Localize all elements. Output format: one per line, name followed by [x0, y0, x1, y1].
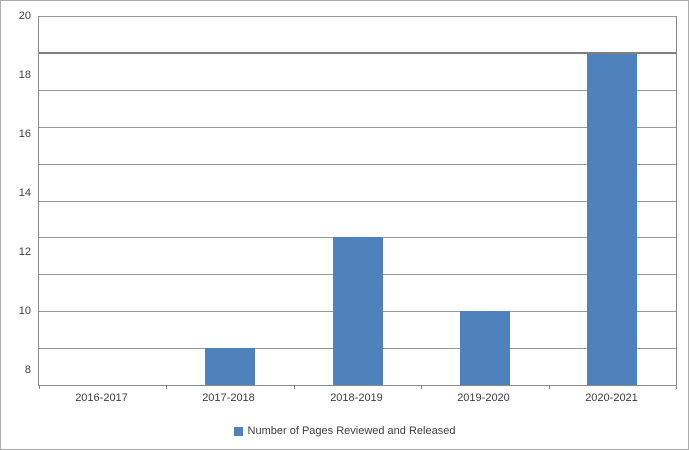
x-axis-tick: [39, 385, 40, 389]
legend-label: Number of Pages Reviewed and Released: [247, 425, 456, 437]
x-category-label: 2017-2018: [202, 392, 255, 404]
y-tick-label: 18: [18, 69, 31, 81]
bar: [333, 237, 383, 385]
x-axis-tick: [294, 385, 295, 389]
bar: [587, 53, 637, 385]
bar: [205, 348, 255, 385]
y-tick-label: 8: [24, 364, 31, 376]
x-category-label: 2019-2020: [457, 392, 510, 404]
x-axis-tick: [421, 385, 422, 389]
y-tick-label: 10: [18, 305, 31, 317]
x-axis-tick: [676, 385, 677, 389]
x-category-label: 2018-2019: [330, 392, 383, 404]
gridline: [39, 90, 676, 91]
y-tick-label: 14: [18, 187, 31, 199]
gridline: [39, 127, 676, 128]
y-tick-label: 12: [18, 246, 31, 258]
gridline: [39, 201, 676, 202]
bar: [460, 311, 510, 385]
x-axis-tick: [549, 385, 550, 389]
emphasized-gridline: [39, 52, 676, 54]
x-axis-tick: [166, 385, 167, 389]
y-tick-label: 20: [18, 10, 31, 22]
plot-area: [38, 16, 677, 389]
x-category-label: 2016-2017: [75, 392, 128, 404]
x-category-label: 2020-2021: [585, 392, 638, 404]
gridline: [39, 16, 676, 17]
y-tick-label: 16: [18, 128, 31, 140]
legend-marker-icon: [233, 426, 243, 436]
legend: Number of Pages Reviewed and Released: [1, 423, 688, 439]
gridline: [39, 164, 676, 165]
